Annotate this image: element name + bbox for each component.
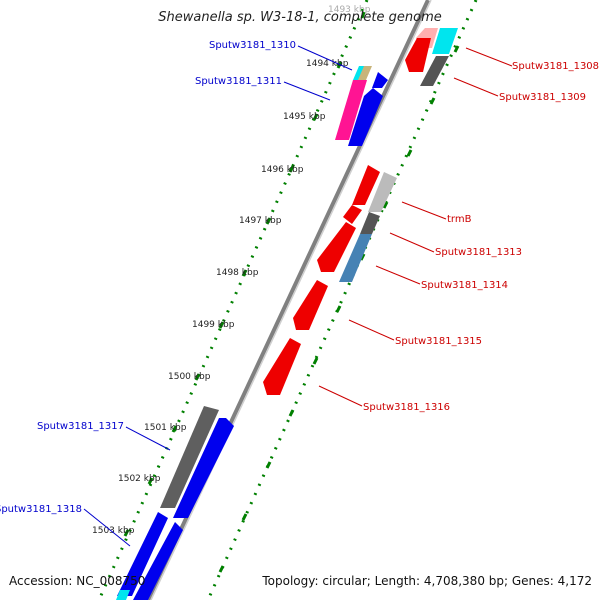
gene-arrow-reverse[interactable] [339, 234, 372, 282]
tick-mark [453, 45, 460, 53]
tick-label: 1499 kbp [192, 320, 235, 330]
gene-label-reverse[interactable]: Sputw3181_1308 [512, 61, 599, 72]
gene-arrow-forward[interactable] [117, 512, 168, 596]
accession-text: Accession: NC_008750 [9, 574, 146, 588]
gene-arrow-forward[interactable] [133, 522, 183, 600]
gene-arrow-forward[interactable] [116, 590, 130, 600]
tick-label: 1496 kbp [261, 165, 304, 175]
forward-genes-top [335, 66, 388, 146]
topology-text: Topology: circular; Length: 4,708,380 bp… [262, 574, 592, 588]
tick-label: 1495 kbp [283, 112, 326, 122]
label-leader-line [283, 81, 331, 101]
forward-genes-bottom [116, 406, 234, 600]
gene-label-forward[interactable]: Sputw3181_1310 [209, 40, 296, 51]
tick-mark [288, 165, 295, 173]
tick-mark [147, 477, 154, 485]
gene-arrow-reverse[interactable] [368, 172, 397, 212]
gene-arrow-reverse[interactable] [352, 165, 380, 205]
tick-mark [218, 321, 225, 329]
label-leader-line [318, 385, 363, 407]
gene-label-reverse[interactable]: trmB [447, 214, 472, 225]
gene-label-forward[interactable]: Sputw3181_1318 [0, 504, 82, 515]
tick-mark [288, 409, 295, 417]
tick-mark [194, 373, 201, 381]
gene-arrow-forward[interactable] [372, 72, 388, 88]
gene-label-reverse[interactable]: Sputw3181_1314 [421, 280, 508, 291]
label-leader-line [83, 508, 131, 547]
tick-label: 1500 kbp [168, 372, 211, 382]
gene-arrow-reverse[interactable] [263, 338, 301, 395]
tick-mark [241, 269, 248, 277]
gene-arrow-reverse[interactable] [317, 222, 356, 272]
tick-mark [123, 529, 130, 537]
tick-mark [360, 11, 366, 19]
gene-arrow-reverse[interactable] [405, 38, 431, 72]
right-ruler-dots [206, 0, 478, 601]
reverse-genes-top [405, 28, 458, 86]
tick-mark [312, 113, 319, 121]
tick-mark [218, 565, 225, 573]
reverse-genes-middle [263, 165, 397, 395]
tick-mark [241, 513, 248, 521]
gene-arrow-forward[interactable] [160, 406, 219, 508]
tick-label: 1493 kbp [328, 5, 371, 15]
label-leader-line [348, 319, 395, 341]
tick-label: 1501 kbp [144, 423, 187, 433]
ruler-ticks [123, 11, 460, 573]
tick-mark [312, 357, 319, 365]
gene-arrow-reverse[interactable] [360, 212, 380, 234]
label-leader-line [297, 45, 353, 71]
tick-mark [265, 461, 272, 469]
tick-mark [171, 425, 178, 433]
gene-label-forward[interactable]: Sputw3181_1317 [37, 421, 124, 432]
tick-label: 1503 kbp [92, 526, 135, 536]
gene-label-reverse[interactable]: Sputw3181_1316 [363, 402, 450, 413]
tick-mark [406, 149, 413, 157]
tick-mark [336, 61, 343, 69]
tick-mark [335, 305, 342, 313]
label-leader-line [125, 426, 171, 451]
gene-label-reverse[interactable]: Sputw3181_1313 [435, 247, 522, 258]
tick-mark [265, 217, 272, 225]
gene-arrow-reverse[interactable] [293, 280, 328, 330]
gene-label-reverse[interactable]: Sputw3181_1315 [395, 336, 482, 347]
label-leader-line [375, 265, 421, 285]
tick-label: 1502 kbp [118, 474, 161, 484]
gene-arrow-forward[interactable] [358, 66, 372, 80]
gene-arrow-forward[interactable] [173, 418, 234, 518]
gene-arrow-forward[interactable] [335, 80, 367, 140]
gene-arrow-reverse[interactable] [420, 56, 449, 86]
tick-mark [429, 97, 436, 105]
page-title: Shewanella sp. W3-18-1, complete genome [158, 10, 442, 25]
gene-label-reverse[interactable]: Sputw3181_1309 [499, 92, 586, 103]
label-leader-line [465, 47, 513, 67]
tick-mark [382, 201, 389, 209]
left-ruler-dots [97, 0, 369, 601]
label-leader-line [453, 77, 499, 97]
gene-label-forward[interactable]: Sputw3181_1311 [195, 76, 282, 87]
gene-arrow-reverse[interactable] [432, 28, 458, 54]
backbone-line-shadow [150, 0, 432, 601]
tick-label: 1494 kbp [306, 59, 349, 69]
tick-label: 1498 kbp [216, 268, 259, 278]
gene-arrow-forward[interactable] [348, 88, 383, 146]
gene-arrow-reverse[interactable] [343, 205, 362, 224]
label-leader-line [401, 201, 447, 220]
label-leader-line [389, 232, 435, 253]
tick-label: 1497 kbp [239, 216, 282, 226]
